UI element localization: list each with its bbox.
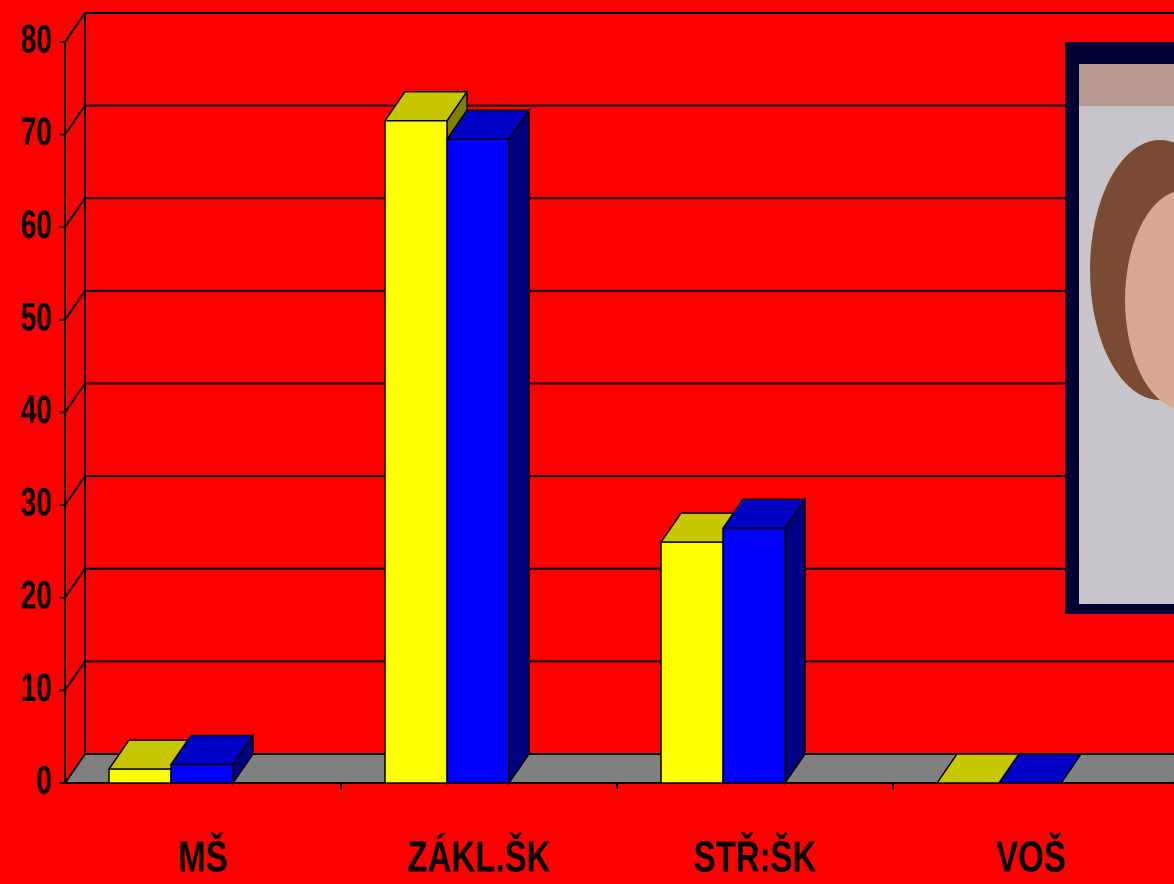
bar-front	[385, 121, 447, 783]
y-tick-label: 50	[21, 296, 52, 340]
bar-side	[785, 499, 805, 783]
y-tick-label: 40	[21, 388, 52, 432]
x-tick-label: VOŠ	[996, 831, 1066, 882]
bar	[447, 110, 529, 783]
y-tick-label: 70	[21, 110, 52, 154]
x-tick-label: MŠ	[178, 831, 227, 882]
y-tick-label: 80	[21, 18, 52, 62]
x-tick-label: STŘ:ŠK	[694, 831, 817, 882]
bar-side	[509, 110, 529, 783]
x-tick-label: ZÁKL.ŠK	[408, 831, 551, 882]
page: 01020304050607080MŠZÁKL.ŠKSTŘ:ŠKVOŠ (() …	[0, 0, 1174, 884]
bar-front	[661, 542, 723, 783]
bar	[723, 499, 805, 783]
chart: 0 10 20 30 40 50 60 70 80 MŠ ZÁKL.ŠK STŘ:ŠK VOŠ	[0, 0, 1174, 884]
y-tick-label: 20	[21, 574, 52, 618]
bar-front	[723, 528, 785, 783]
bar-front	[447, 139, 509, 783]
y-tick-label: 10	[21, 666, 52, 710]
y-tick-label: 0	[36, 759, 52, 803]
bar-front	[109, 769, 171, 783]
y-tick-label: 60	[21, 203, 52, 247]
y-tick-label: 30	[21, 481, 52, 525]
bar-front	[171, 764, 233, 783]
photo	[1065, 42, 1174, 614]
